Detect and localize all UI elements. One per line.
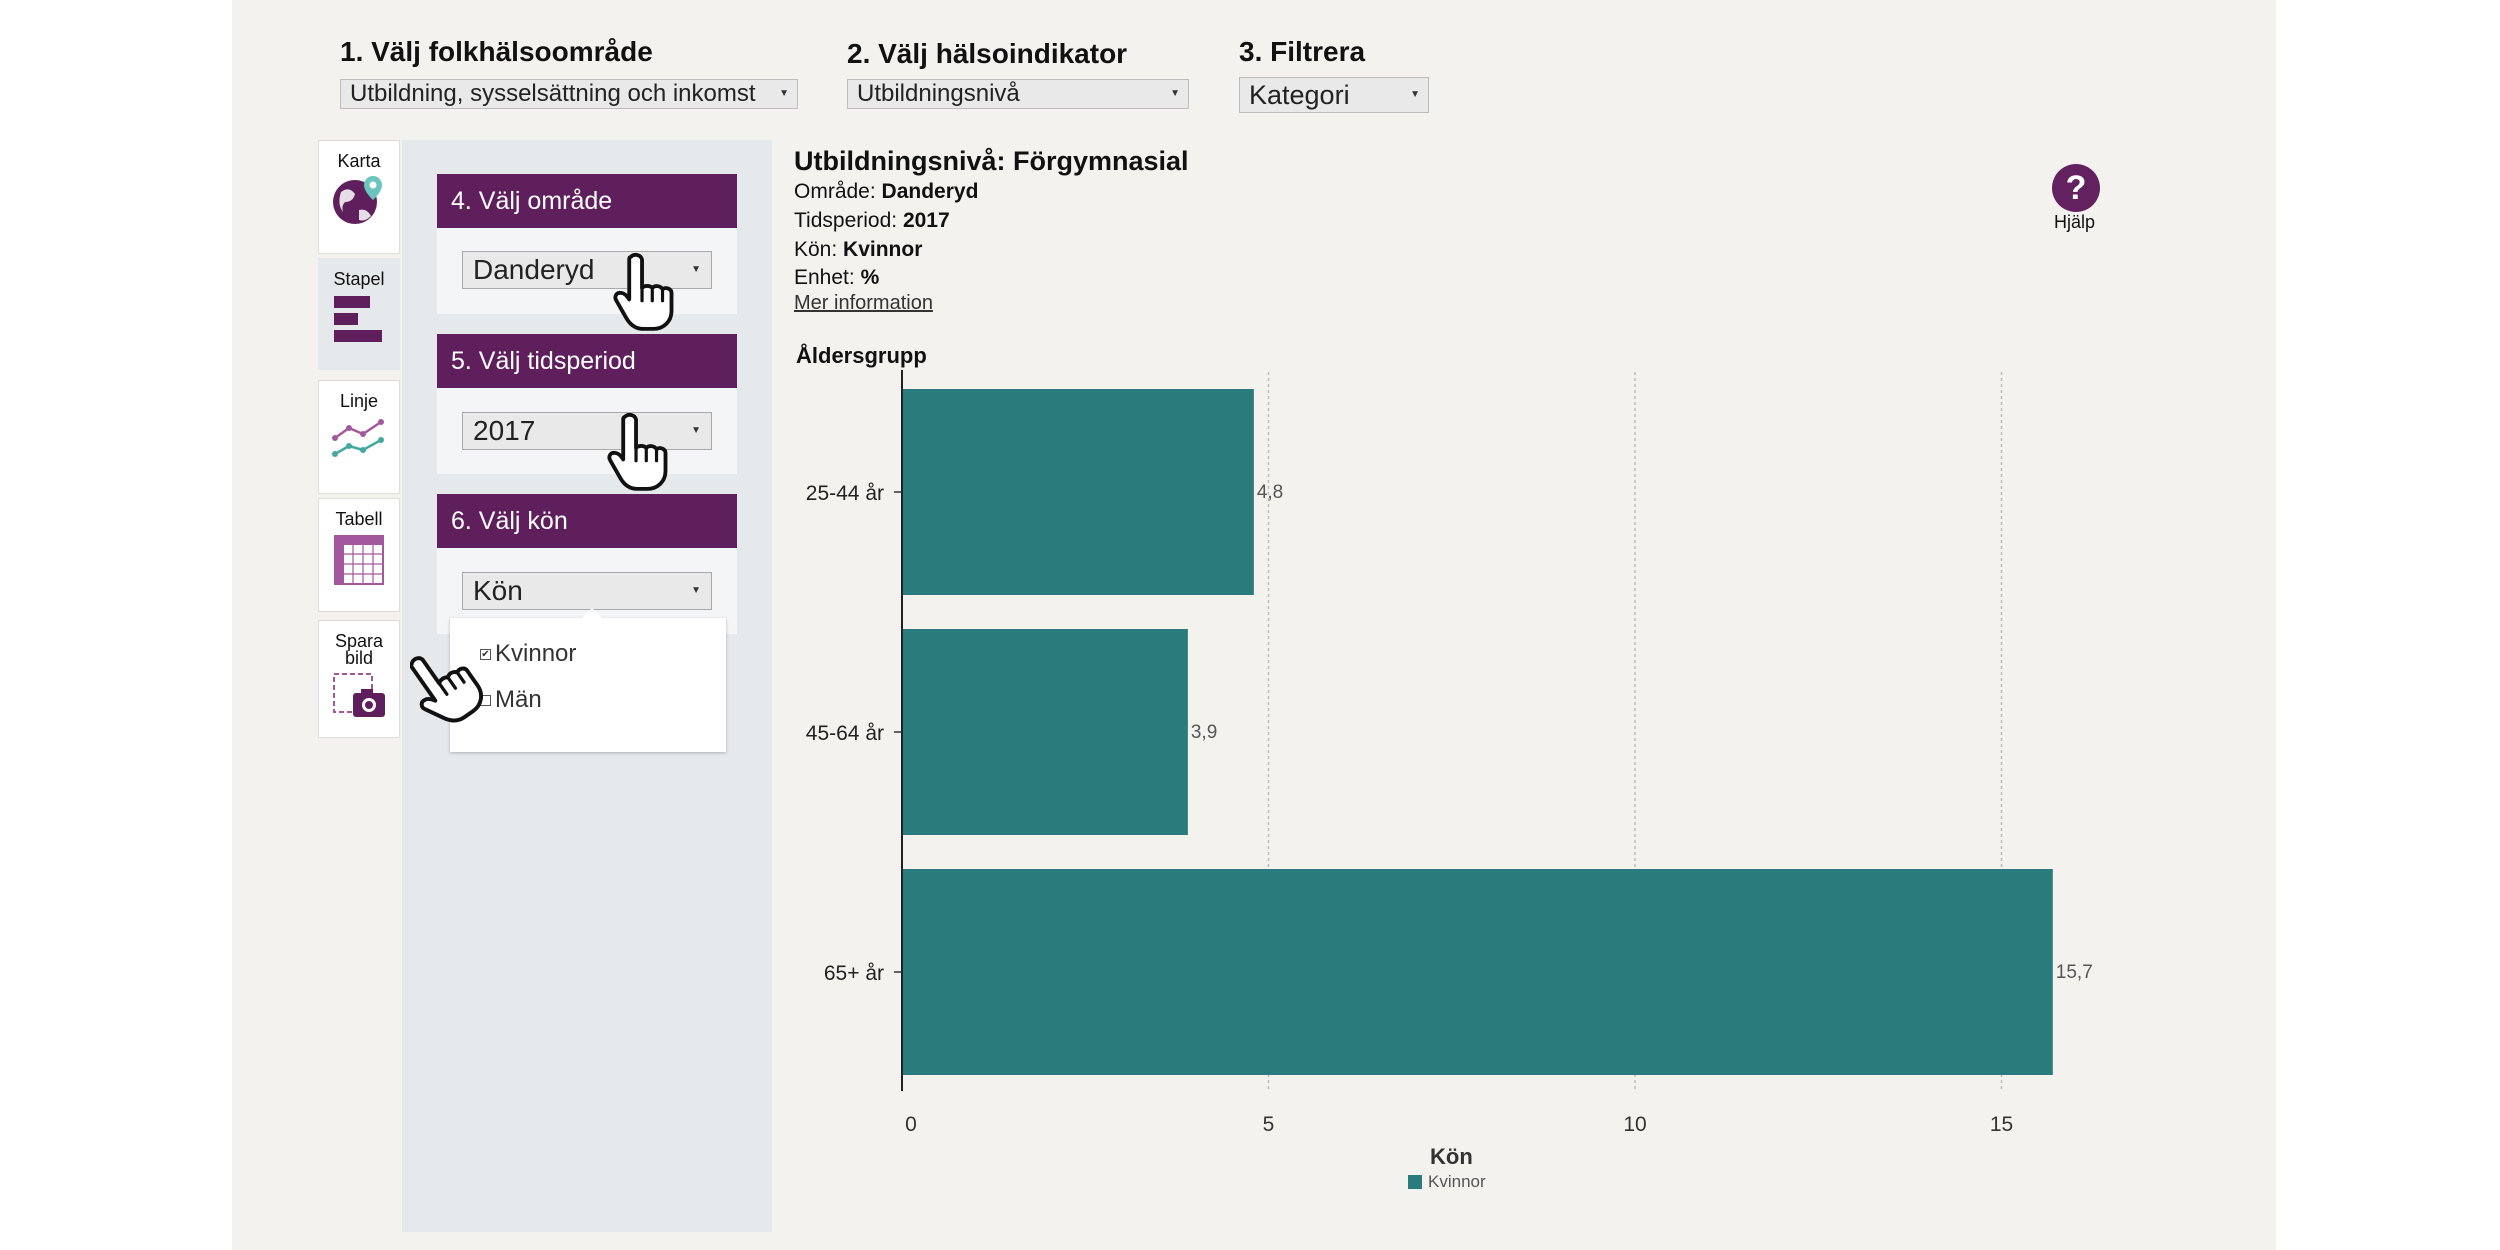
area-group-select-value: Utbildning, sysselsättning och inkomst: [350, 80, 756, 107]
hand-pointer-icon: [410, 656, 484, 723]
chevron-down-icon: ▼: [1170, 88, 1180, 99]
option-man-label: Män: [495, 686, 542, 713]
x-tick-label: 15: [1990, 1113, 2013, 1136]
area-group-select[interactable]: Utbildning, sysselsättning och inkomst ▼: [340, 79, 798, 109]
indicator-select-value: Utbildningsnivå: [857, 80, 1020, 107]
legend-swatch: [1408, 1175, 1422, 1189]
period-filter-header: 5. Välj tidsperiod: [437, 334, 737, 388]
data-label: 15,7: [2056, 962, 2093, 983]
sex-select-value: Kön: [473, 575, 523, 606]
info-area-value: Danderyd: [881, 180, 979, 203]
area-filter-header: 4. Välj område: [437, 174, 737, 228]
chevron-down-icon: ▼: [691, 425, 701, 436]
dropdown-caret: [582, 608, 602, 618]
info-sex-line: Kön: Kvinnor: [794, 238, 922, 262]
tab-karta-label: Karta: [337, 151, 381, 171]
bar-chart-icon: [334, 296, 382, 342]
area-select-value: Danderyd: [473, 254, 595, 285]
y-tick-label: 25-44 år: [806, 482, 884, 505]
area-select[interactable]: Danderyd ▼: [462, 251, 712, 289]
info-unit-label: Enhet:: [794, 266, 855, 289]
legend-label: Kvinnor: [1428, 1172, 1486, 1191]
chevron-down-icon: ▼: [779, 88, 789, 99]
filter-select[interactable]: Kategori ▼: [1239, 77, 1429, 113]
x-tick-label: 0: [905, 1113, 917, 1136]
y-tick-label: 65+ år: [824, 962, 884, 985]
chevron-down-icon: ▼: [691, 585, 701, 596]
tab-spara-bild[interactable]: Spara bild: [318, 620, 400, 738]
period-select[interactable]: 2017 ▼: [462, 412, 712, 450]
option-kvinnor-label: Kvinnor: [495, 640, 577, 667]
option-kvinnor[interactable]: ✔ Kvinnor: [480, 640, 576, 668]
tab-karta[interactable]: Karta: [318, 140, 400, 254]
chevron-down-icon: ▼: [691, 264, 701, 275]
sex-filter-header: 6. Välj kön: [437, 494, 737, 548]
info-period-value: 2017: [902, 209, 950, 232]
info-period-line: Tidsperiod: 2017: [794, 209, 950, 233]
bar: [902, 389, 1254, 595]
legend-item[interactable]: Kvinnor: [1408, 1172, 1486, 1192]
chevron-down-icon: ▼: [1410, 89, 1420, 100]
hand-pointer-icon: [607, 412, 668, 491]
info-unit-value: %: [860, 266, 880, 289]
x-tick-label: 10: [1623, 1113, 1646, 1136]
more-info-link[interactable]: Mer information: [794, 292, 933, 314]
indicator-category: Förgymnasial: [1013, 146, 1189, 176]
step-2-title: 2. Välj hälsoindikator: [847, 38, 1128, 69]
table-icon: [334, 535, 384, 585]
data-label: 3,9: [1191, 722, 1217, 743]
sex-select[interactable]: Kön ▼: [462, 572, 712, 610]
info-period-label: Tidsperiod:: [794, 209, 898, 232]
line-chart-icon: [332, 419, 384, 457]
step-3-title: 3. Filtrera: [1239, 36, 1366, 67]
bar: [902, 869, 2053, 1075]
step-1-title: 1. Välj folkhälsoområde: [340, 36, 653, 67]
indicator-select[interactable]: Utbildningsnivå ▼: [847, 79, 1189, 109]
globe-icon: [333, 176, 382, 224]
tab-spara-bild-label: Spara bild: [334, 631, 384, 668]
data-label: 4,8: [1257, 482, 1283, 503]
x-tick-label: 5: [1263, 1113, 1275, 1136]
info-sex-label: Kön:: [794, 238, 838, 261]
info-area-line: Område: Danderyd: [794, 180, 978, 204]
indicator-name: Utbildningsnivå: [794, 146, 997, 176]
info-unit-line: Enhet: %: [794, 266, 879, 290]
checkbox-checked-icon[interactable]: ✔: [480, 648, 491, 660]
tab-linje[interactable]: Linje: [318, 380, 400, 494]
camera-icon: [333, 673, 385, 717]
bar: [902, 629, 1188, 835]
option-man[interactable]: Män: [480, 686, 542, 714]
tab-stapel[interactable]: Stapel: [318, 258, 400, 370]
tab-stapel-label: Stapel: [333, 269, 385, 289]
hand-pointer-icon: [613, 252, 674, 331]
sex-dropdown-menu: ✔ Kvinnor Män: [450, 608, 726, 752]
info-sex-value: Kvinnor: [843, 238, 923, 261]
indicator-title: Utbildningsnivå: Förgymnasial: [794, 146, 1189, 177]
period-select-value: 2017: [473, 415, 536, 446]
title-separator: :: [996, 146, 1013, 176]
y-axis-title: Åldersgrupp: [796, 342, 927, 368]
tab-tabell[interactable]: Tabell: [318, 498, 400, 612]
tab-linje-label: Linje: [339, 391, 379, 411]
help-icon[interactable]: ?: [2052, 164, 2100, 212]
info-area-label: Område:: [794, 180, 876, 203]
help-label: Hjälp: [2054, 212, 2096, 232]
tab-tabell-label: Tabell: [335, 509, 383, 529]
legend-title: Kön: [1430, 1144, 1473, 1169]
filter-select-value: Kategori: [1249, 80, 1350, 110]
y-tick-label: 45-64 år: [806, 722, 884, 745]
